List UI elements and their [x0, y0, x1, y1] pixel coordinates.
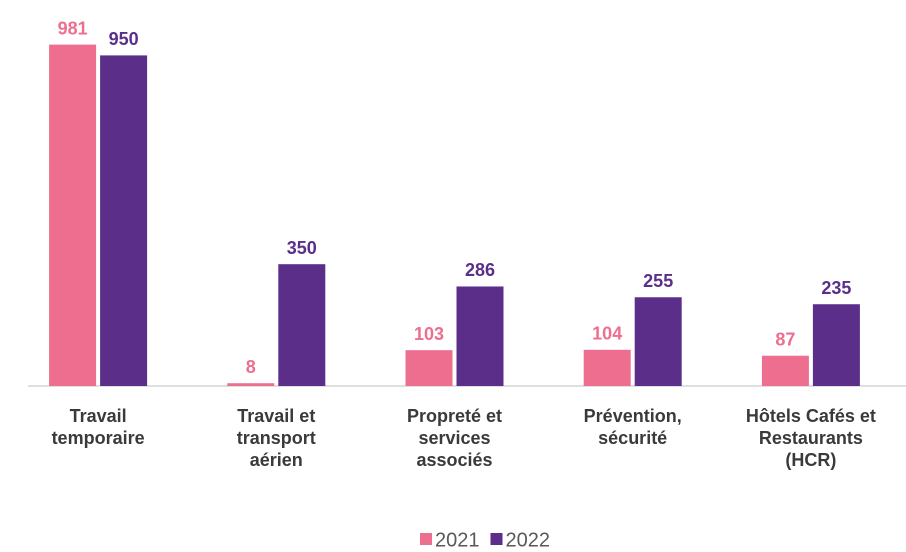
legend-swatch	[490, 533, 503, 545]
bar	[278, 264, 326, 386]
x-tick-label: Hôtels Cafés et Restaurants (HCR)	[745, 406, 876, 470]
data-label: 350	[287, 238, 317, 258]
data-label: 104	[592, 324, 622, 344]
x-tick-label: Travail et transport aérien	[236, 406, 316, 470]
x-tick-label: Prévention, sécurité	[583, 406, 682, 448]
data-label: 255	[643, 271, 673, 291]
bar	[583, 349, 631, 386]
bar	[456, 286, 504, 386]
x-tick-label: Travail temporaire	[51, 406, 145, 448]
bar	[49, 44, 97, 386]
data-label: 103	[414, 324, 444, 344]
data-label: 981	[58, 18, 88, 38]
bar	[634, 297, 682, 386]
legend-label: 2021	[435, 529, 480, 551]
bar	[812, 304, 860, 386]
x-tick-label: Propreté et services associés	[406, 406, 503, 470]
data-label: 286	[465, 260, 495, 280]
legend-label: 2022	[506, 529, 551, 551]
legend-swatch	[420, 533, 432, 545]
bar	[227, 383, 275, 386]
data-label: 8	[246, 357, 256, 377]
data-label: 87	[775, 329, 795, 349]
bar	[761, 355, 809, 386]
bar	[100, 55, 148, 387]
data-label: 235	[821, 278, 851, 298]
bar	[405, 350, 453, 386]
data-label: 950	[109, 29, 139, 49]
